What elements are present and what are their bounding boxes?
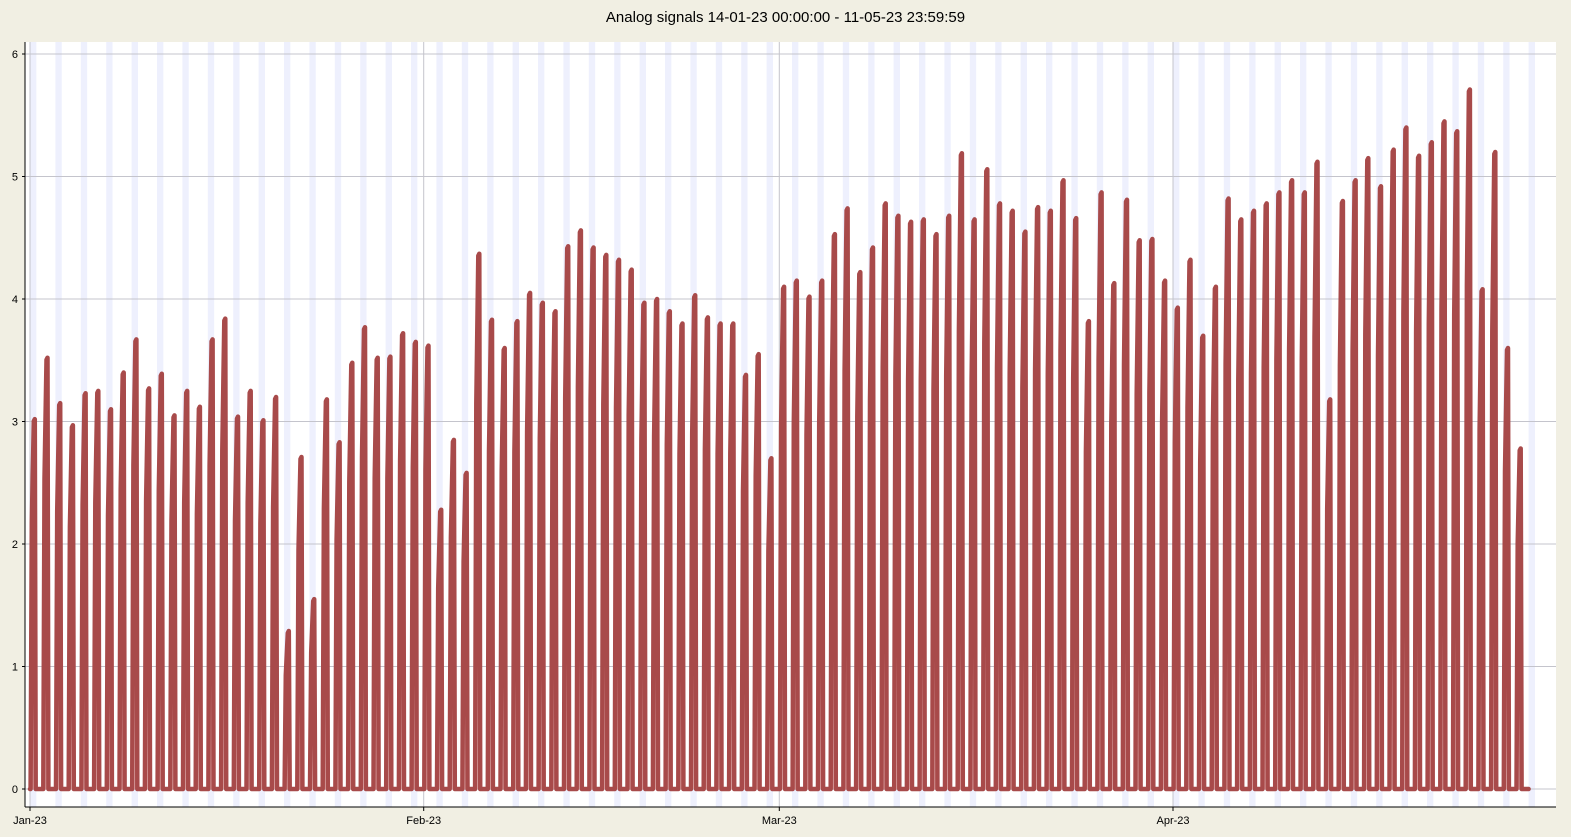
x-tick-label: Apr-23 [1156, 815, 1189, 827]
x-tick-label: Feb-23 [406, 815, 441, 827]
day-band [766, 42, 773, 807]
x-tick-label: Jan-23 [13, 815, 47, 827]
day-band [461, 42, 469, 807]
chart-title: Analog signals 14-01-23 00:00:00 - 11-05… [605, 9, 966, 26]
y-tick-label: 5 [12, 172, 18, 184]
y-tick-label: 4 [12, 294, 18, 306]
y-tick-label: 3 [12, 417, 18, 429]
day-band [309, 42, 316, 807]
axes [24, 42, 1556, 808]
day-band [436, 42, 443, 807]
y-tick-label: 6 [12, 49, 18, 61]
day-band [1528, 42, 1535, 807]
y-tick-label: 2 [12, 539, 18, 551]
x-axis-ticks: Jan-23 Feb-23 Mar-23 Apr-23 [13, 807, 1190, 827]
x-tick-label: Mar-23 [762, 815, 797, 827]
day-band [334, 42, 342, 807]
series-area [27, 87, 1531, 792]
y-axis-ticks: 0 1 2 3 4 5 6 [12, 49, 25, 796]
day-band [284, 42, 291, 807]
y-tick-label: 1 [12, 662, 18, 674]
y-tick-label: 0 [12, 784, 18, 796]
series-line [27, 87, 1531, 792]
